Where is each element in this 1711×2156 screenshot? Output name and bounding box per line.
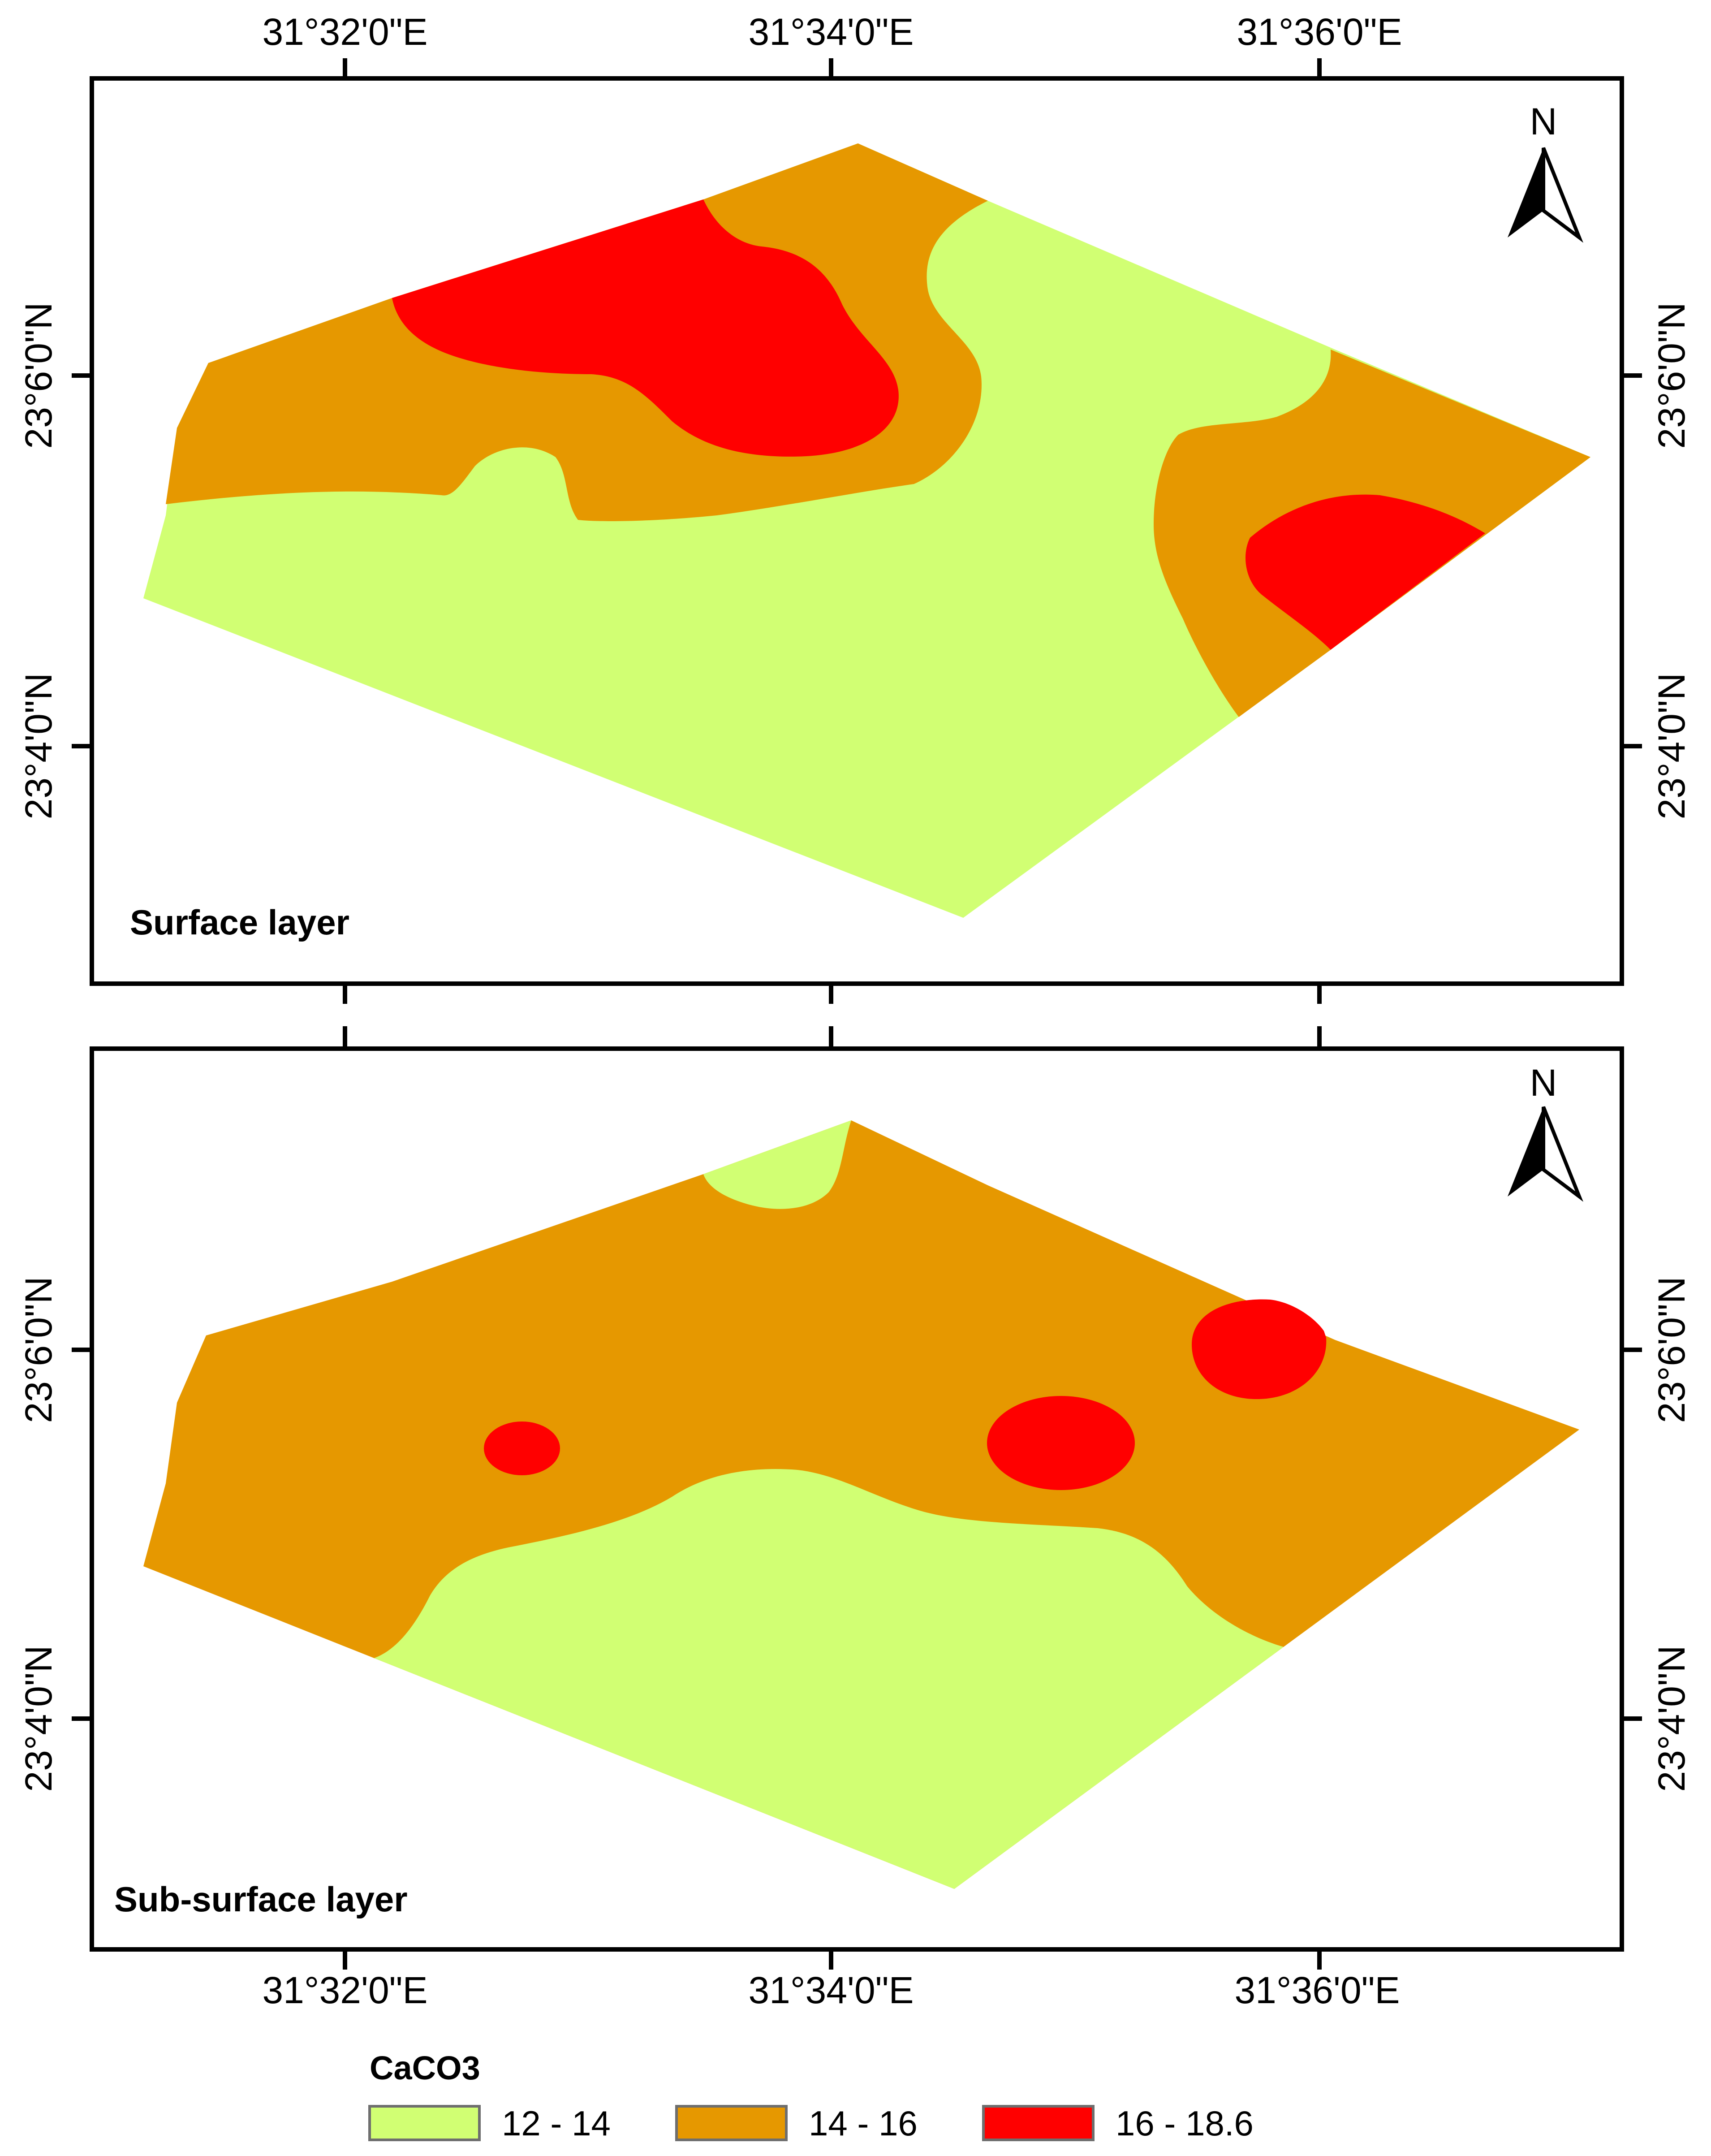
surface-north-label: N bbox=[1530, 100, 1557, 143]
legend-swatch-16-18 bbox=[982, 2105, 1095, 2141]
surface-zone-16-18-east bbox=[1246, 494, 1485, 650]
legend-swatch-12-14 bbox=[368, 2105, 481, 2141]
surface-lat-right-1: 23°6'0"N bbox=[1651, 302, 1693, 449]
subsurface-lat-right-1: 23°6'0"N bbox=[1651, 1277, 1693, 1423]
subsurface-lat-left-1: 23°6'0"N bbox=[17, 1277, 60, 1423]
lon-top-label-2: 31°34'0"E bbox=[748, 11, 914, 53]
surface-layer-panel: 23°6'0"N 23°4'0"N 23°6'0"N 23°4'0"N N Su… bbox=[17, 58, 1693, 1004]
subsurface-zone-12-14-south bbox=[374, 1469, 1284, 1889]
legend-label-12-14: 12 - 14 bbox=[502, 2104, 611, 2143]
surface-lat-left-2: 23°4'0"N bbox=[17, 673, 60, 820]
lon-top-label-3: 31°36'0"E bbox=[1237, 11, 1402, 53]
subsurface-zone-16-18-east bbox=[1192, 1299, 1327, 1400]
lon-bottom-label-1: 31°32'0"E bbox=[262, 1969, 427, 2011]
subsurface-layer-label: Sub-surface layer bbox=[114, 1879, 408, 1919]
surface-layer-label: Surface layer bbox=[130, 903, 349, 942]
lon-bottom-label-3: 31°36'0"E bbox=[1234, 1969, 1400, 2011]
lon-bottom-label-2: 31°34'0"E bbox=[748, 1969, 914, 2011]
subsurface-zone-12-14-north bbox=[703, 1120, 851, 1209]
subsurface-map-frame bbox=[90, 1046, 1624, 1952]
legend-title: CaCO3 bbox=[370, 2049, 480, 2087]
surface-zone-16-18-north bbox=[392, 199, 899, 457]
surface-lat-right-2: 23°4'0"N bbox=[1651, 673, 1693, 820]
subsurface-zone-16-18-west bbox=[484, 1421, 560, 1475]
subsurface-north-label: N bbox=[1530, 1062, 1557, 1104]
legend-swatch-14-16 bbox=[675, 2105, 788, 2141]
subsurface-layer-panel: 23°6'0"N 23°4'0"N 23°6'0"N 23°4'0"N N Su… bbox=[17, 1026, 1693, 1970]
legend-label-14-16: 14 - 16 bbox=[809, 2104, 918, 2143]
lon-top-label-1: 31°32'0"E bbox=[262, 11, 427, 53]
legend: CaCO3 12 - 14 14 - 16 16 - 18.6 bbox=[368, 2049, 1254, 2143]
north-arrow-icon: N bbox=[1508, 100, 1584, 243]
surface-map-frame bbox=[90, 76, 1624, 986]
subsurface-lat-right-2: 23°4'0"N bbox=[1651, 1646, 1693, 1792]
legend-label-16-18: 16 - 18.6 bbox=[1116, 2104, 1254, 2143]
subsurface-zone-16-18-center bbox=[987, 1396, 1135, 1490]
subsurface-lat-left-2: 23°4'0"N bbox=[17, 1646, 60, 1792]
surface-lat-left-1: 23°6'0"N bbox=[17, 302, 60, 449]
north-arrow-icon: N bbox=[1508, 1062, 1584, 1202]
